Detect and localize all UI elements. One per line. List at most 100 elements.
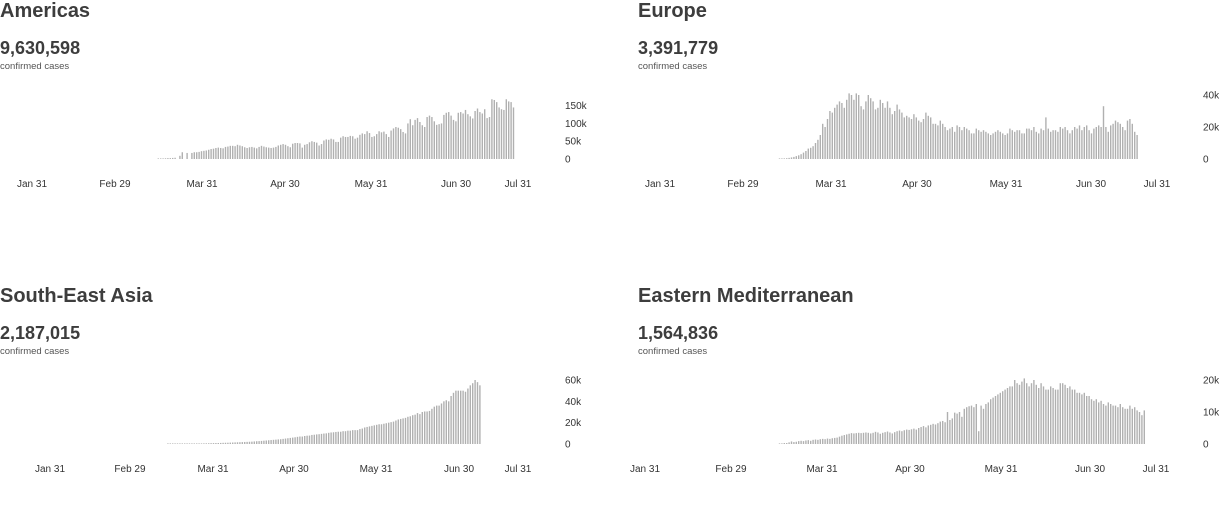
panel-title: Eastern Mediterranean xyxy=(638,285,854,307)
bar xyxy=(920,122,922,159)
bar xyxy=(889,432,891,444)
bar xyxy=(455,121,457,159)
bar xyxy=(896,431,898,444)
bar xyxy=(301,436,303,444)
bar xyxy=(790,157,793,159)
bar xyxy=(167,443,169,444)
x-tick-label: May 31 xyxy=(360,464,393,475)
bar xyxy=(412,125,414,159)
bar xyxy=(414,414,416,444)
bar xyxy=(364,134,366,159)
bar xyxy=(807,440,809,444)
bar xyxy=(1038,133,1040,159)
panel-europe: Europe 3,391,779 confirmed cases 0 20k 40k… xyxy=(638,0,1226,200)
bar xyxy=(843,107,845,159)
bar xyxy=(292,143,294,159)
bar xyxy=(241,442,243,444)
bar xyxy=(1050,386,1052,444)
bar xyxy=(460,112,462,159)
bar xyxy=(335,141,337,159)
bar xyxy=(925,112,927,159)
bar xyxy=(349,135,351,159)
bar xyxy=(450,115,452,159)
bar xyxy=(486,118,488,159)
bar-chart-south-east-asia: 0 20k 40k 60k Jan 31 Feb 29 Mar 31 Apr 30 May 31… xyxy=(35,376,582,476)
bar xyxy=(860,433,862,444)
bar xyxy=(330,138,332,159)
bar xyxy=(884,107,886,159)
bar xyxy=(1026,383,1028,444)
bar xyxy=(1045,117,1047,159)
bar xyxy=(997,394,999,444)
bar xyxy=(834,107,836,159)
bar xyxy=(491,99,493,159)
bar xyxy=(256,441,258,444)
bar xyxy=(1066,130,1069,159)
bar xyxy=(234,442,236,444)
bar xyxy=(1088,396,1090,444)
bar xyxy=(939,421,941,444)
bar xyxy=(376,424,378,444)
y-tick-label: 20k xyxy=(1203,123,1220,134)
y-tick-label: 40k xyxy=(1203,91,1220,102)
bar xyxy=(179,443,181,444)
bar xyxy=(210,149,212,159)
bar xyxy=(188,443,191,444)
bar xyxy=(1126,120,1129,159)
bar xyxy=(340,431,342,444)
bar xyxy=(488,117,491,159)
confirmed-label: confirmed cases xyxy=(638,61,708,72)
bar xyxy=(232,145,234,159)
bar xyxy=(402,131,404,159)
confirmed-label: confirmed cases xyxy=(638,346,708,357)
bar xyxy=(1083,127,1085,159)
bar xyxy=(217,442,219,444)
bar xyxy=(371,136,373,159)
bar xyxy=(496,102,498,159)
bar xyxy=(1136,410,1138,444)
bar xyxy=(469,116,471,159)
bar xyxy=(838,436,841,444)
bar xyxy=(354,430,356,444)
bar xyxy=(978,130,980,159)
bar xyxy=(879,433,881,444)
bar xyxy=(400,129,402,159)
x-tick-label: Jul 31 xyxy=(1143,464,1170,475)
bar xyxy=(284,438,287,444)
bar xyxy=(472,383,474,444)
bar xyxy=(790,441,793,444)
bar xyxy=(508,101,510,159)
bar xyxy=(898,430,901,444)
bar xyxy=(364,427,366,444)
bar xyxy=(898,109,901,159)
panel-americas: Americas 9,630,598 confirmed cases 0 50k 1… xyxy=(0,0,590,200)
bar xyxy=(335,431,337,444)
bar xyxy=(870,98,872,159)
bar xyxy=(378,424,380,444)
x-tick-label: Apr 30 xyxy=(279,464,309,475)
y-tick-label: 150k xyxy=(565,101,588,112)
bar xyxy=(361,428,363,444)
bar xyxy=(1011,130,1013,159)
bar xyxy=(284,144,287,159)
bar xyxy=(239,442,241,444)
bar xyxy=(778,158,781,159)
bar xyxy=(1052,388,1054,444)
bar xyxy=(1088,130,1090,159)
bar xyxy=(179,155,181,159)
bar xyxy=(949,128,951,159)
bar xyxy=(498,107,500,159)
bar xyxy=(388,422,390,444)
bar xyxy=(802,441,805,444)
bar xyxy=(1071,130,1073,159)
bar xyxy=(1117,122,1119,159)
bar xyxy=(306,435,308,444)
bar xyxy=(874,431,877,444)
bar xyxy=(184,443,186,444)
bar xyxy=(786,158,788,159)
bar xyxy=(927,425,929,444)
bar xyxy=(356,430,359,444)
bar xyxy=(352,136,354,159)
x-tick-label: Feb 29 xyxy=(99,179,131,190)
bar xyxy=(467,114,469,159)
